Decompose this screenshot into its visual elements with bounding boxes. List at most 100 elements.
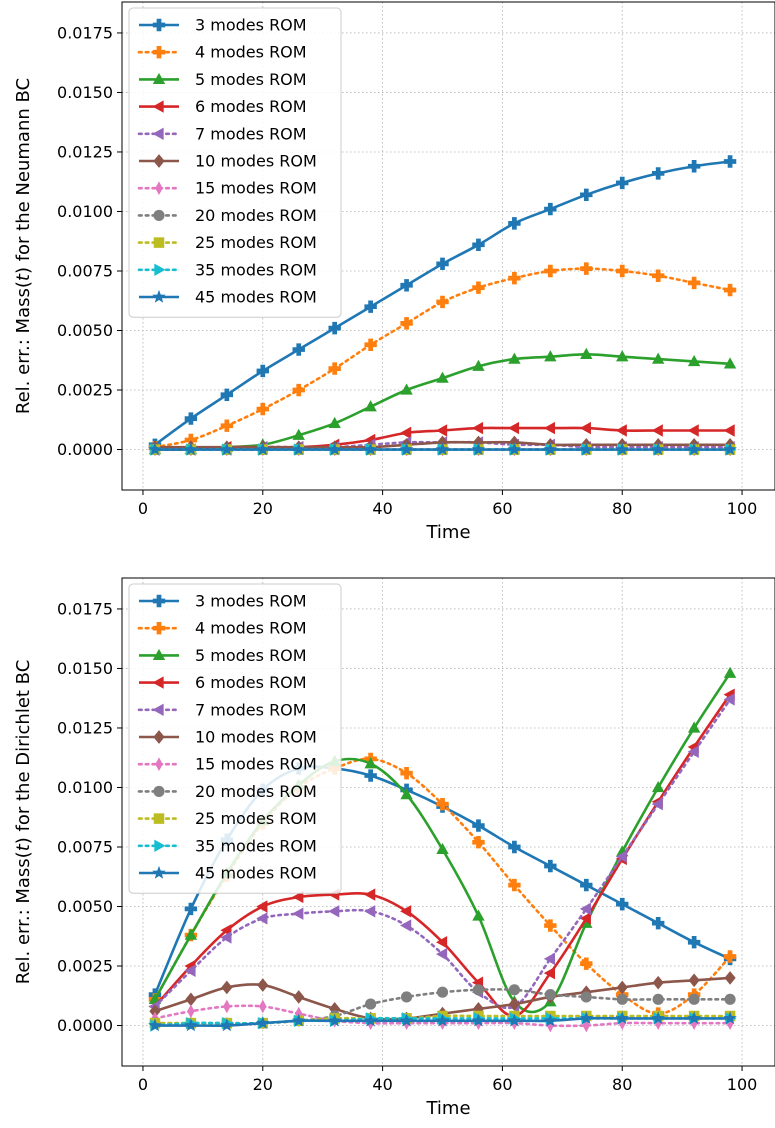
data-point-1 [220,419,234,432]
data-point-4 [256,912,268,925]
legend-marker-6 [155,757,163,772]
data-point-6 [187,1004,195,1019]
data-point-10 [435,442,450,456]
data-point-10 [291,1013,306,1027]
legend-marker-0 [152,18,166,32]
data-point-2 [472,909,485,921]
data-point-1 [184,433,198,447]
data-point-10 [543,1013,558,1027]
data-point-7 [652,993,664,1005]
y-tick-label: 0.0025 [57,957,113,976]
data-point-3 [400,426,412,440]
x-axis-label: Time [425,1098,470,1119]
legend-label-5: 10 modes ROM [195,728,317,747]
data-point-1 [616,264,629,278]
data-point-1 [292,383,305,397]
data-point-5 [688,973,700,988]
data-point-2 [400,383,413,395]
data-point-0 [184,902,198,916]
data-point-5 [652,975,664,990]
legend-box [128,583,342,894]
data-point-0 [651,167,665,180]
data-point-2 [184,928,198,940]
data-point-1 [687,276,701,290]
data-point-10 [184,442,198,456]
legend-marker-9 [154,263,166,276]
data-point-1 [544,264,557,278]
legend-marker-10 [152,289,166,303]
data-point-1 [472,281,485,294]
data-point-5 [293,990,305,1004]
data-point-5 [149,1004,161,1019]
legend-marker-3 [152,100,164,113]
data-point-10 [327,442,342,456]
data-point-3 [471,421,484,435]
data-point-10 [220,442,234,456]
legend-marker-2 [152,72,166,85]
data-point-10 [543,442,558,456]
data-point-1 [328,362,341,375]
legend-marker-5 [153,154,165,168]
data-point-4 [543,952,555,966]
data-point-2 [580,347,593,359]
data-point-5 [185,992,197,1007]
data-point-6 [295,1006,303,1021]
data-point-1 [544,919,557,932]
legend-label-2: 5 modes ROM [195,646,307,665]
data-point-0 [472,819,485,832]
series-line-6 [153,1004,732,1028]
data-point-4 [579,902,591,916]
data-point-10 [507,442,522,456]
legend-marker-8 [153,813,165,824]
data-point-1 [400,317,413,330]
data-point-0 [364,300,377,313]
data-point-7 [688,993,700,1005]
data-point-6 [223,999,231,1014]
data-point-10 [579,442,594,456]
data-point-2 [364,400,377,412]
data-point-7 [724,993,736,1005]
legend-marker-10 [152,865,166,879]
data-point-10 [184,1018,198,1032]
data-point-7 [400,991,413,1003]
data-point-6 [259,999,267,1014]
data-point-2 [508,352,521,364]
data-point-0 [544,859,557,873]
data-point-1 [256,402,269,416]
legend-marker-5 [153,730,165,744]
data-point-3 [651,424,663,437]
data-point-0 [184,412,198,425]
legend-label-9: 35 modes ROM [195,260,317,279]
data-point-0 [687,936,701,949]
data-point-3 [364,888,376,901]
y-tick-label: 0.0175 [57,23,113,42]
axes-frame [121,1,775,491]
data-point-4 [292,907,304,920]
legend-label-6: 15 modes ROM [195,755,317,774]
data-point-2 [328,416,341,428]
y-tick-label: 0.0000 [57,1016,113,1035]
data-point-2 [616,350,629,362]
data-point-10 [148,1018,162,1032]
data-point-0 [400,279,413,292]
data-point-10 [363,1013,378,1027]
legend: 3 modes ROM 4 modes ROM 5 modes ROM 6 modes… [128,583,342,894]
data-point-2 [436,842,449,855]
y-axis-label: Rel. err.: Mass(t) for the Dirichlet BC [13,660,34,985]
data-point-4 [400,919,412,932]
data-point-3 [256,900,268,913]
legend-marker-2 [152,648,166,661]
data-point-3 [435,424,448,437]
data-point-2 [651,780,665,793]
data-point-4 [328,905,340,918]
legend: 3 modes ROM 4 modes ROM 5 modes ROM 6 modes… [128,7,342,318]
x-tick-label: 0 [138,1075,148,1094]
x-tick-label: 60 [492,499,512,518]
data-point-4 [615,850,627,863]
y-tick-label: 0.0125 [57,142,113,161]
data-point-5 [257,978,269,992]
data-point-3 [579,421,591,435]
x-tick-label: 100 [727,499,758,518]
data-point-2 [544,350,557,362]
data-point-1 [651,269,665,282]
